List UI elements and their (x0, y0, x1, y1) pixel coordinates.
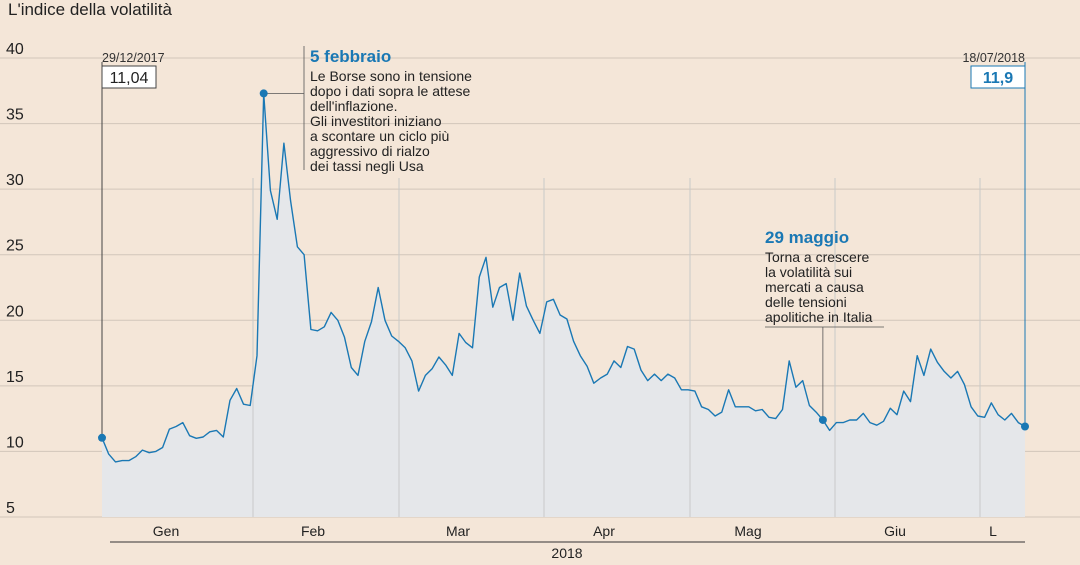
end-value-label: 11,9 (983, 70, 1013, 87)
may-annotation-line-2: la volatilità sui (765, 264, 852, 280)
x-month-label-mar: Mar (446, 523, 470, 539)
start-point (98, 433, 106, 442)
chart-title: L'indice della volatilità (8, 0, 172, 19)
x-month-label-l: L (989, 523, 997, 539)
y-tick-label-35: 35 (6, 107, 24, 124)
y-tick-label-25: 25 (6, 238, 24, 255)
y-tick-label-30: 30 (6, 172, 24, 189)
x-month-label-gen: Gen (153, 523, 179, 539)
feb-annotation-line-5: a scontare un ciclo più (310, 128, 449, 144)
x-month-label-apr: Apr (593, 523, 615, 539)
start-value-label: 11,04 (110, 70, 149, 87)
may-annotation-line-1: Torna a crescere (765, 249, 869, 265)
x-month-label-mag: Mag (734, 523, 761, 539)
series-line (101, 92, 1026, 463)
y-tick-label-5: 5 (6, 500, 15, 517)
x-month-label-giu: Giu (884, 523, 906, 539)
area-fill (102, 93, 1025, 518)
feb-annotation-date: 5 febbraio (310, 47, 391, 66)
may-point (818, 415, 827, 424)
feb-annotation-line-4: Gli investitori iniziano (310, 113, 442, 129)
y-tick-label-10: 10 (6, 434, 24, 451)
may-annotation-date: 29 maggio (765, 228, 849, 247)
may-annotation-line-4: delle tensioni (765, 294, 847, 310)
x-month-label-feb: Feb (301, 523, 325, 539)
feb-annotation-line-7: dei tassi negli Usa (310, 158, 424, 174)
may-annotation-line-5: apolitiche in Italia (765, 309, 873, 325)
y-tick-label-15: 15 (6, 369, 24, 386)
feb-peak-point (259, 89, 268, 98)
feb-annotation-line-3: dell'inflazione. (310, 98, 398, 114)
feb-annotation-line-1: Le Borse sono in tensione (310, 68, 472, 84)
y-tick-label-40: 40 (6, 41, 24, 58)
feb-annotation-line-6: aggressivo di rialzo (310, 143, 430, 159)
start-date-label: 29/12/2017 (102, 51, 165, 65)
end-value-box (970, 65, 1026, 89)
y-tick-label-20: 20 (6, 303, 24, 320)
x-year-label: 2018 (551, 545, 582, 561)
feb-annotation-line-2: dopo i dati sopra le attese (310, 83, 471, 99)
end-point (1021, 422, 1029, 431)
may-annotation-line-3: mercati a causa (765, 279, 864, 295)
end-date-label: 18/07/2018 (962, 51, 1025, 65)
start-value-box (101, 65, 157, 89)
